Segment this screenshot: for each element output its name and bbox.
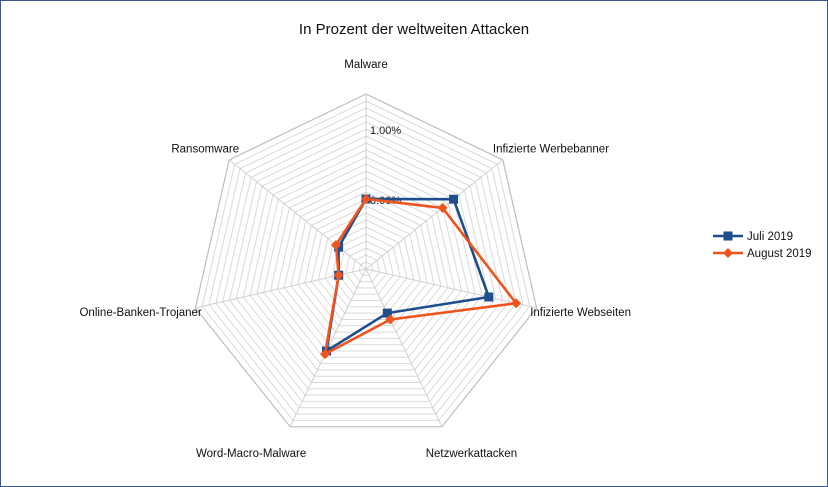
grid-spoke — [228, 159, 367, 270]
series — [320, 194, 522, 360]
grid-ring — [338, 240, 394, 295]
data-point — [382, 308, 392, 318]
legend-item: August 2019 — [713, 248, 812, 260]
category-labels: Malware Infizierte Werbebanner Infizierte … — [79, 59, 631, 460]
legend-label: Juli 2019 — [747, 231, 793, 243]
legend-marker — [723, 248, 733, 258]
grid-ring — [194, 93, 538, 428]
data-point — [330, 240, 341, 250]
grid-ring — [242, 142, 490, 383]
data-point — [449, 194, 459, 204]
legend-label: August 2019 — [747, 248, 812, 260]
data-point — [484, 292, 494, 302]
series-line — [323, 197, 518, 356]
grid-ring — [235, 135, 497, 390]
grid-ring — [351, 254, 381, 283]
grid-spoke — [365, 268, 537, 309]
chart-title: In Prozent der weltweiten Attacken — [299, 21, 529, 38]
legend-item: Juli 2019 — [713, 231, 793, 243]
grid-ring — [249, 149, 483, 377]
series-line — [325, 197, 491, 353]
category-label: Ransomware — [171, 144, 239, 156]
data-point — [361, 194, 371, 204]
category-label: Netzwerkattacken — [426, 448, 517, 460]
category-label: Online-Banken-Trojaner — [79, 307, 201, 319]
category-label: Malware — [344, 59, 387, 71]
grid-ring — [215, 114, 517, 409]
radar-grid — [194, 93, 538, 428]
grid-ring — [256, 156, 476, 371]
grid-ring — [201, 100, 531, 421]
grid-ring — [344, 247, 388, 289]
grid-ring — [269, 170, 463, 358]
data-point — [385, 314, 396, 325]
data-point — [333, 270, 344, 281]
grid-ring — [290, 191, 442, 339]
grid-spoke — [365, 159, 504, 270]
grid-spoke — [365, 268, 443, 427]
data-point — [511, 298, 522, 309]
series-layer — [320, 194, 522, 360]
grid-ring — [276, 177, 456, 352]
grid-ring — [222, 121, 510, 402]
grid-ring — [228, 128, 504, 396]
tick-label: 1.00% — [370, 125, 401, 137]
data-point — [320, 349, 330, 360]
grid-ring — [358, 261, 374, 276]
category-label: Infizierte Webseiten — [530, 307, 631, 319]
grid-ring — [283, 184, 449, 346]
category-label: Word-Macro-Malware — [196, 448, 306, 460]
grid-ring — [317, 219, 415, 314]
grid-ring — [324, 226, 408, 308]
data-point — [437, 202, 448, 213]
grid-ring — [208, 107, 524, 415]
legend: Juli 2019 August 2019 — [713, 231, 812, 260]
grid-ring — [310, 212, 422, 320]
category-label: Infizierte Werbebanner — [493, 144, 609, 156]
legend-marker — [723, 231, 733, 241]
